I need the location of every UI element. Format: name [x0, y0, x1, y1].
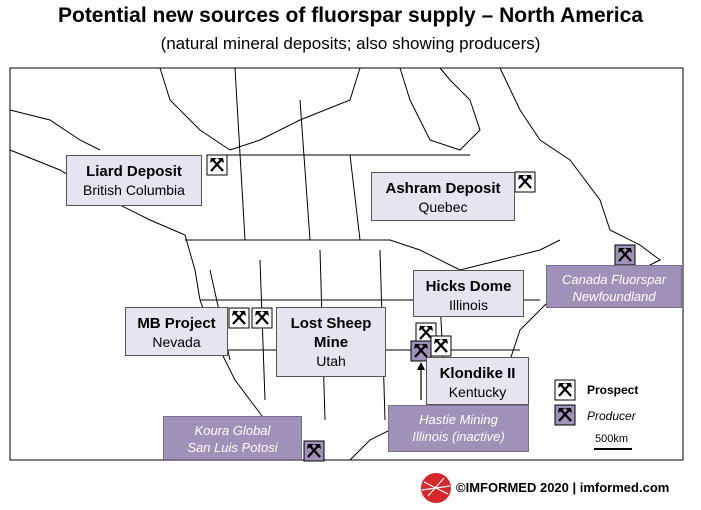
- deposit-box: Lost Sheep Mine Utah: [276, 307, 386, 377]
- producer-box: Canada Fluorspar Newfoundland: [546, 265, 682, 308]
- legend-producer: Producer: [587, 409, 636, 423]
- logo-lines: [421, 477, 451, 497]
- producer-name: Canada Fluorspar: [561, 272, 667, 287]
- deposit-name: Liard Deposit: [86, 163, 182, 180]
- deposit-box: Hicks Dome Illinois: [413, 270, 524, 317]
- deposit-name: Ashram Deposit: [385, 180, 501, 197]
- deposit-name: Hicks Dome: [425, 278, 512, 295]
- deposit-location: Illinois: [449, 297, 488, 313]
- deposit-location: Quebec: [418, 199, 468, 215]
- deposit-box: Klondike II Kentucky: [426, 357, 529, 405]
- deposit-location: Utah: [316, 353, 346, 369]
- producer-name: Koura Global: [194, 423, 271, 438]
- map-frame: [9, 67, 684, 461]
- producer-location: Illinois (inactive): [412, 429, 505, 444]
- producer-location: Newfoundland: [572, 289, 656, 304]
- legend-prospect: Prospect: [587, 383, 639, 397]
- deposit-location: Kentucky: [448, 384, 507, 400]
- deposit-name: Klondike II: [439, 365, 516, 382]
- deposit-box: Ashram Deposit Quebec: [371, 172, 515, 221]
- prospect-icons: [206, 154, 576, 401]
- producer-box: Hastie Mining Illinois (inactive): [388, 405, 529, 452]
- deposit-location: Nevada: [152, 334, 201, 350]
- arrow-head: [417, 362, 425, 370]
- subtitle: (natural mineral deposits; also showing …: [160, 34, 541, 53]
- producer-icons: [303, 244, 636, 462]
- deposit-location: British Columbia: [83, 182, 185, 198]
- deposit-box: MB Project Nevada: [125, 307, 228, 356]
- producer-location: San Luis Potosi: [187, 440, 278, 455]
- scale-label: 500km: [595, 433, 629, 445]
- producer-name: Hastie Mining: [419, 412, 498, 427]
- producer-box: Koura Global San Luis Potosi: [163, 416, 302, 460]
- title: Potential new sources of fluorspar suppl…: [57, 4, 644, 27]
- deposit-box: Liard Deposit British Columbia: [66, 155, 202, 206]
- footer: ©IMFORMED 2020 | imformed.com: [456, 480, 670, 495]
- deposit-name: MB Project: [137, 315, 216, 332]
- deposit-name: Lost Sheep Mine: [290, 315, 372, 351]
